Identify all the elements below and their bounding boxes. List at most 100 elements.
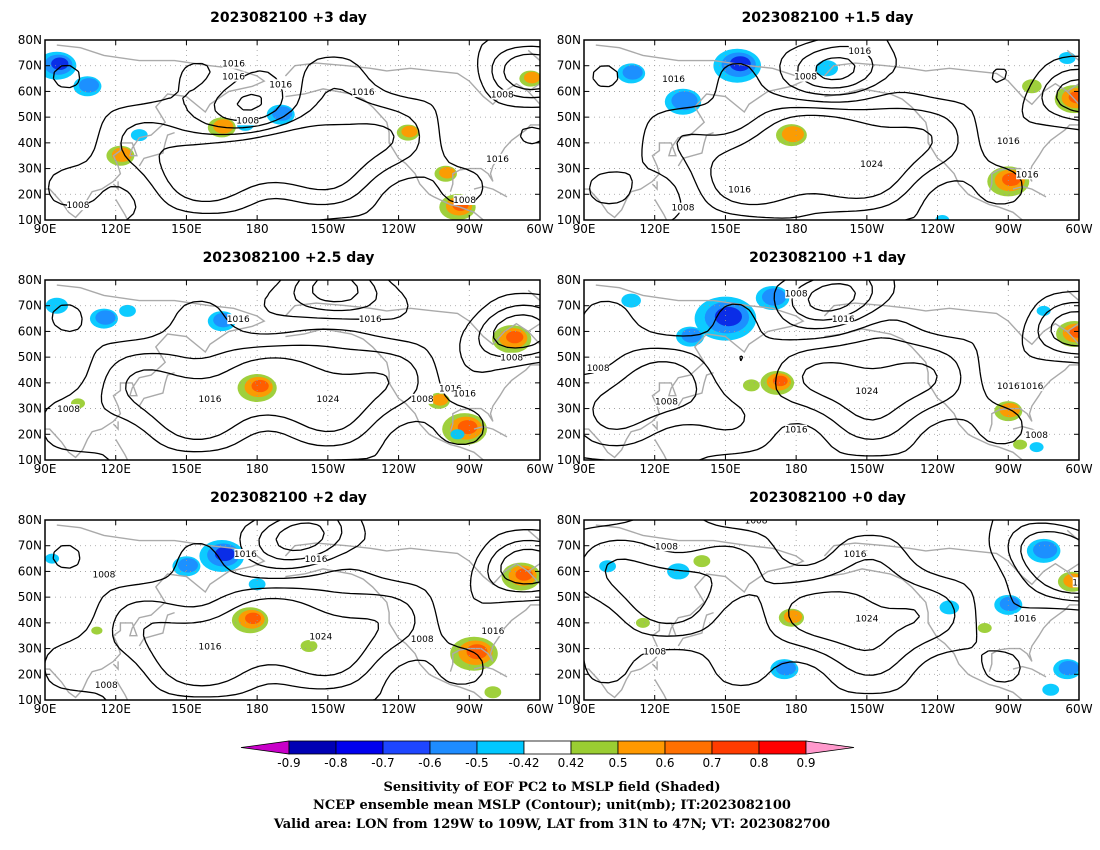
contour-label: 1016 xyxy=(222,73,245,83)
lat-tick-label: 10N xyxy=(18,453,42,467)
contour-label-bg xyxy=(855,386,878,397)
mslp-contour xyxy=(45,543,484,700)
lon-tick-label: 60W xyxy=(1065,702,1092,716)
contour-label-bg xyxy=(1013,613,1036,624)
contour-label-bg xyxy=(439,383,462,394)
lat-tick-label: 40N xyxy=(18,136,42,150)
positive-sensitivity-area xyxy=(781,126,805,143)
contour-label-bg xyxy=(655,396,678,407)
panel-title: 2023082100 +0 day xyxy=(749,490,906,506)
lon-tick-label: 90E xyxy=(573,462,596,476)
negative-sensitivity-area xyxy=(939,600,960,615)
coastline xyxy=(823,302,1079,346)
mslp-contour xyxy=(503,53,540,91)
panel-frame xyxy=(583,519,1080,701)
contour-label-bg xyxy=(662,74,685,85)
panel-frame xyxy=(583,39,1080,221)
contour-label: 1024 xyxy=(855,387,878,397)
lat-tick-label: 20N xyxy=(18,427,42,441)
contour-label: 1016 xyxy=(785,426,808,436)
coastline xyxy=(284,302,540,346)
contour-label: 1008 xyxy=(236,116,259,126)
contour-label-bg xyxy=(227,314,250,325)
contour-label-bg xyxy=(57,404,80,415)
contour-label-bg xyxy=(199,393,221,404)
contour-label-bg xyxy=(453,388,476,399)
positive-sensitivity-area xyxy=(524,71,540,84)
colorbar-label: 0.42 xyxy=(558,756,585,770)
lon-tick-label: 180 xyxy=(785,702,808,716)
contour-label: 1016 xyxy=(1016,170,1039,180)
lat-tick-label: 70N xyxy=(18,539,42,553)
negative-sensitivity-area xyxy=(248,578,266,591)
mslp-contour xyxy=(584,520,1021,695)
contour-label: 1016 xyxy=(269,80,292,90)
positive-sensitivity-area xyxy=(783,610,803,624)
colorbar-label: 0.6 xyxy=(655,756,674,770)
lat-tick-label: 20N xyxy=(557,667,581,681)
coastline xyxy=(1012,665,1047,678)
panel-content: 1008100010161008101610161024100810161008 xyxy=(584,280,1100,460)
lon-tick-label: 150W xyxy=(310,222,345,236)
negative-sensitivity-area xyxy=(671,91,698,111)
negative-sensitivity-area xyxy=(95,310,116,325)
positive-sensitivity-area xyxy=(1002,172,1021,187)
contour-label: 1016 xyxy=(1013,614,1036,624)
colorbar-label: -0.7 xyxy=(371,756,394,770)
positive-sensitivity-area xyxy=(484,686,502,699)
contour-label-bg xyxy=(199,641,221,652)
contour-label-bg xyxy=(222,58,245,69)
contour-label-bg xyxy=(1016,169,1039,180)
positive-sensitivity-area xyxy=(1068,90,1079,104)
lon-tick-label: 90E xyxy=(573,702,596,716)
lat-tick-label: 30N xyxy=(18,162,42,176)
positive-sensitivity-area xyxy=(506,330,524,344)
colorbar: -0.9 -0.8 -0.7 -0.6 -0.5 -0.42 0.42 0.5 0.6 0.7 0.… xyxy=(240,740,855,770)
contour-label: 1000 xyxy=(1086,297,1100,307)
contour-label-bg xyxy=(453,195,476,205)
contour-label: 1008 xyxy=(643,648,666,658)
contour-label: 1008 xyxy=(794,73,817,83)
contour-label-bg xyxy=(997,381,1020,391)
colorbar-swatch xyxy=(335,740,384,755)
contour-label-bg xyxy=(655,541,678,552)
negative-sensitivity-area xyxy=(45,553,60,564)
colorbar-label: 0.7 xyxy=(702,756,721,770)
contour-label-bg xyxy=(67,200,89,211)
contour-label-bg xyxy=(587,363,610,373)
mslp-contour xyxy=(1007,522,1079,602)
coastline xyxy=(527,529,540,572)
lon-tick-label: 60W xyxy=(526,462,553,476)
contour-label-bg xyxy=(359,314,382,325)
lat-tick-label: 30N xyxy=(557,402,581,416)
contour-label-bg xyxy=(500,352,523,363)
positive-sensitivity-area xyxy=(742,379,760,392)
coastline xyxy=(823,62,1079,106)
lat-tick-label: 50N xyxy=(557,110,581,124)
coastline xyxy=(677,611,714,647)
negative-sensitivity-area xyxy=(1029,442,1044,453)
coastline xyxy=(988,364,1079,432)
lon-tick-label: 150W xyxy=(310,462,345,476)
negative-sensitivity-area xyxy=(272,106,293,121)
coastline xyxy=(284,542,540,586)
mslp-contour xyxy=(710,114,933,206)
colorbar-swatch xyxy=(382,740,431,755)
coastline xyxy=(651,421,658,431)
negative-sensitivity-area xyxy=(815,60,838,77)
lon-tick-label: 180 xyxy=(246,222,269,236)
contour-label: 1024 xyxy=(309,632,332,642)
lon-tick-label: 180 xyxy=(246,702,269,716)
mslp-contour xyxy=(779,40,1079,131)
coastline xyxy=(654,679,668,700)
lon-tick-label: 90W xyxy=(456,222,483,236)
lat-tick-label: 70N xyxy=(557,539,581,553)
contour-label-bg xyxy=(672,202,694,213)
lat-tick-label: 10N xyxy=(18,213,42,227)
positive-sensitivity-area xyxy=(1013,439,1028,450)
lon-tick-label: 120E xyxy=(100,462,131,476)
caption-line-1: Sensitivity of EOF PC2 to MSLP field (Sh… xyxy=(383,780,720,795)
contour-label-bg xyxy=(411,633,434,644)
